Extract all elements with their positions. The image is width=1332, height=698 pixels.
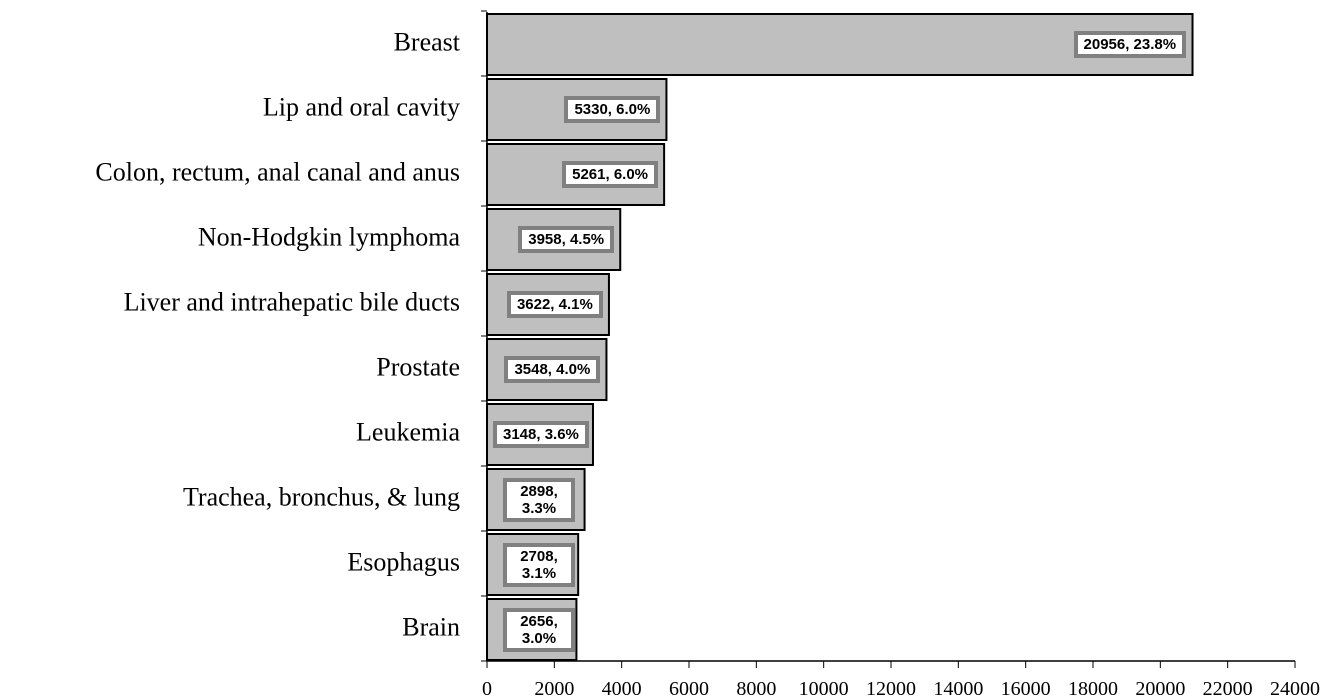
x-tick-label: 10000	[799, 678, 849, 698]
x-tick-label: 0	[482, 678, 492, 698]
x-tick-label: 18000	[1068, 678, 1118, 698]
category-label: Brain	[402, 612, 460, 641]
category-label: Leukemia	[356, 417, 460, 446]
x-tick-label: 24000	[1270, 678, 1320, 698]
value-label: 2708, 3.1%	[503, 542, 575, 587]
category-label: Lip and oral cavity	[263, 92, 460, 121]
category-label: Liver and intrahepatic bile ducts	[124, 287, 460, 316]
value-label: 3548, 4.0%	[504, 356, 601, 383]
x-tick-label: 16000	[1001, 678, 1051, 698]
category-label: Non-Hodgkin lymphoma	[198, 222, 461, 251]
value-label: 5330, 6.0%	[564, 96, 661, 123]
value-label: 3622, 4.1%	[506, 291, 603, 318]
x-tick-label: 6000	[669, 678, 709, 698]
x-tick-label: 20000	[1135, 678, 1185, 698]
x-tick-label: 22000	[1203, 678, 1253, 698]
x-tick-label: 8000	[736, 678, 776, 698]
x-tick-label: 14000	[933, 678, 983, 698]
category-label: Colon, rectum, anal canal and anus	[95, 157, 460, 186]
category-label: Prostate	[376, 352, 460, 381]
value-label: 2656, 3.0%	[503, 607, 575, 652]
value-label: 3148, 3.6%	[493, 421, 589, 448]
value-label: 20956, 23.8%	[1073, 31, 1187, 58]
x-tick-label: 2000	[534, 678, 574, 698]
value-label: 3958, 4.5%	[518, 226, 615, 253]
x-tick-label: 12000	[866, 678, 916, 698]
value-label: 5261, 6.0%	[562, 161, 659, 188]
category-label: Trachea, bronchus, & lung	[183, 482, 460, 511]
category-label: Esophagus	[347, 547, 460, 576]
x-tick-label: 4000	[602, 678, 642, 698]
value-label: 2898, 3.3%	[503, 477, 575, 522]
category-label: Breast	[394, 27, 461, 56]
